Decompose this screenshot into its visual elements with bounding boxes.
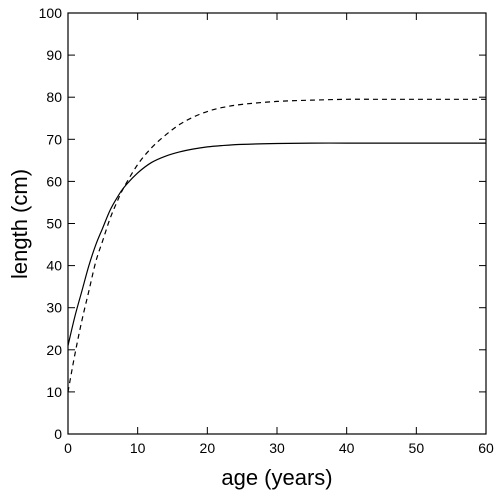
y-tick-label: 100	[39, 5, 63, 21]
x-tick-label: 60	[478, 440, 494, 456]
x-tick-label: 0	[64, 440, 72, 456]
x-tick-label: 20	[200, 440, 216, 456]
y-axis-ticks: 0 10 20 30 40 50 60 70 80 90 100	[39, 5, 486, 442]
y-tick-label: 30	[46, 300, 62, 316]
y-axis-title: length (cm)	[7, 169, 32, 279]
y-tick-label: 50	[46, 216, 62, 232]
y-tick-label: 40	[46, 258, 62, 274]
plot-frame	[67, 12, 487, 435]
y-tick-label: 80	[46, 89, 62, 105]
x-axis-title: age (years)	[221, 465, 332, 490]
y-tick-label: 20	[46, 342, 62, 358]
x-tick-label: 10	[130, 440, 146, 456]
dashed-series-line	[67, 98, 486, 393]
x-tick-label: 40	[339, 440, 355, 456]
x-tick-label: 50	[409, 440, 425, 456]
y-tick-label: 70	[46, 131, 62, 147]
y-tick-label: 60	[46, 173, 62, 189]
y-tick-label: 10	[46, 384, 62, 400]
y-tick-label: 90	[46, 47, 62, 63]
series-layer	[67, 98, 486, 393]
x-tick-label: 30	[269, 440, 285, 456]
x-axis-ticks: 0 10 20 30 40 50 60	[64, 13, 494, 456]
solid-series-line	[67, 142, 486, 346]
y-tick-label: 0	[54, 426, 62, 442]
